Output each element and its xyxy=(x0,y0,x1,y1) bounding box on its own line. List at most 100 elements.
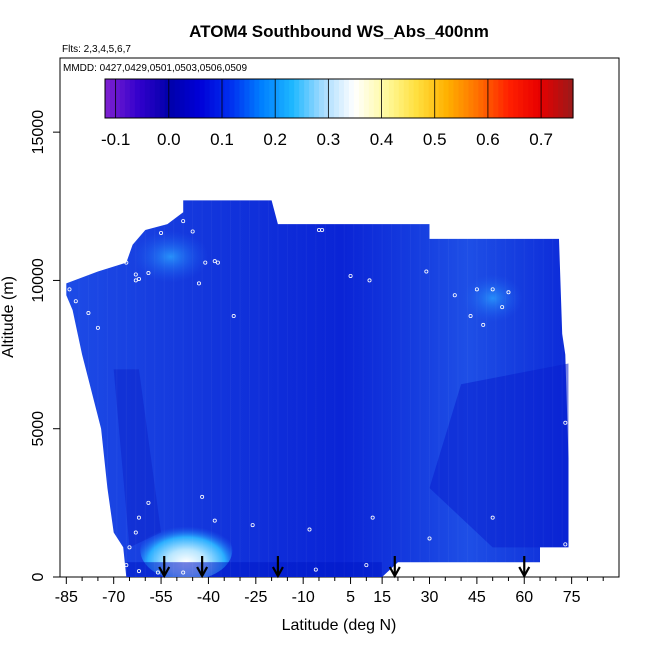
colorbar-cell xyxy=(294,79,300,118)
colorbar-cell xyxy=(503,79,509,118)
sample-point xyxy=(490,287,495,292)
y-tick-label: 5000 xyxy=(30,411,47,447)
x-tick-label: -55 xyxy=(149,589,172,606)
x-tick-label: -10 xyxy=(292,589,315,606)
profile-marker-head xyxy=(388,566,401,579)
colorbar-cell xyxy=(388,79,395,118)
colorbar-cell xyxy=(239,79,246,118)
colorbar-cell xyxy=(533,79,539,118)
colorbar-cell xyxy=(134,79,141,118)
colorbar-tick-label: 0.4 xyxy=(370,130,394,149)
colorbar-cell xyxy=(314,79,320,118)
colorbar-cell xyxy=(269,79,275,118)
colorbar-cell xyxy=(523,79,529,118)
sample-point xyxy=(506,290,511,295)
colorbar-cell xyxy=(244,79,250,118)
colorbar-cell xyxy=(498,79,504,118)
x-tick-label: 5 xyxy=(346,589,355,606)
x-axis-label: Latitude (deg N) xyxy=(282,617,397,634)
colorbar-cell xyxy=(548,79,554,118)
colorbar-tick-label: 0.6 xyxy=(476,130,500,149)
sample-point xyxy=(563,420,568,425)
colorbar-cell xyxy=(259,79,265,118)
colorbar-cell xyxy=(299,79,305,118)
y-axis-label: Altitude (m) xyxy=(0,276,17,358)
colorbar-cell xyxy=(184,79,191,118)
colorbar-cell xyxy=(224,79,231,118)
sample-point xyxy=(367,278,372,283)
colorbar-cell xyxy=(144,79,151,118)
sample-point xyxy=(124,563,129,568)
colorbar-cell xyxy=(105,79,111,118)
sample-points xyxy=(67,214,568,575)
sample-point xyxy=(124,260,129,265)
colorbar-cell xyxy=(339,79,345,118)
colorbar-cell xyxy=(393,79,400,118)
field-bottom-row xyxy=(126,562,383,577)
sample-point xyxy=(424,269,429,274)
colorbar-cell xyxy=(279,79,285,118)
x-axis: -85 -70 -55 -40 -25 -10 5 15 30 45 60 75 xyxy=(55,577,604,606)
sample-point xyxy=(136,569,141,574)
sample-point xyxy=(196,281,201,286)
colorbar-tick-label: -0.1 xyxy=(101,130,130,149)
x-tick-label: 15 xyxy=(373,589,391,606)
colorbar-cell xyxy=(478,79,484,118)
sample-point xyxy=(481,322,486,327)
sample-point xyxy=(474,287,479,292)
sample-point xyxy=(348,273,353,278)
sample-point xyxy=(250,523,255,528)
colorbar-cell xyxy=(284,79,290,118)
colorbar-tick-label: 0.7 xyxy=(529,130,553,149)
sample-point xyxy=(133,278,138,283)
flights-subtitle: Flts: 2,3,4,5,6,7 xyxy=(62,44,131,55)
sample-point xyxy=(452,293,457,298)
colorbar-cell xyxy=(443,79,450,118)
x-tick-label: -85 xyxy=(55,589,78,606)
y-axis: 0 5000 10000 15000 xyxy=(30,110,60,581)
colorbar-cell xyxy=(403,79,410,118)
sample-point xyxy=(86,311,91,316)
sample-point xyxy=(136,515,141,520)
colorbar-cell xyxy=(229,79,236,118)
colorbar-frame xyxy=(104,78,574,119)
sample-point xyxy=(73,299,78,304)
sample-point xyxy=(215,260,220,265)
field-upper-patch-right xyxy=(462,274,523,323)
colorbar-cell xyxy=(109,79,116,118)
colorbar-cell xyxy=(149,79,156,118)
colorbar-cell xyxy=(483,79,489,118)
colorbar-cell xyxy=(383,79,390,118)
x-tick-label: -25 xyxy=(244,589,267,606)
colorbar-tick-label: 0.1 xyxy=(210,130,234,149)
colorbar-tick-label: 0.2 xyxy=(263,130,287,149)
dates-subtitle: MMDD: 0427,0429,0501,0503,0506,0509 xyxy=(63,63,247,74)
colorbar-cell xyxy=(508,79,514,118)
field-dark-band xyxy=(429,363,569,548)
sample-point xyxy=(146,271,151,276)
colorbar-cell xyxy=(448,79,455,118)
y-tick-label: 0 xyxy=(30,572,47,581)
sample-point xyxy=(200,494,205,499)
sample-point xyxy=(231,314,236,319)
colorbar-cell xyxy=(558,79,564,118)
colorbar-cell xyxy=(438,79,445,118)
colorbar-cell xyxy=(254,79,260,118)
colorbar-cell xyxy=(363,79,370,118)
colorbar-tick-label: 0.0 xyxy=(157,130,181,149)
colorbar-cell xyxy=(274,79,280,118)
colorbar: -0.1 0.0 0.1 0.2 0.3 0.4 0.5 0.6 0.7 xyxy=(101,78,574,149)
sample-point xyxy=(159,230,164,235)
colorbar-cell xyxy=(114,79,121,118)
sample-point xyxy=(285,214,290,219)
colorbar-cell xyxy=(139,79,146,118)
y-tick-label: 15000 xyxy=(30,110,47,155)
colorbar-cell xyxy=(368,79,375,118)
sample-point xyxy=(313,567,318,572)
sample-point xyxy=(307,527,312,532)
colorbar-cell xyxy=(343,79,350,118)
colorbar-cell xyxy=(334,79,340,118)
colorbar-cell xyxy=(358,79,365,118)
sample-point xyxy=(563,542,568,547)
sample-point xyxy=(133,530,138,535)
